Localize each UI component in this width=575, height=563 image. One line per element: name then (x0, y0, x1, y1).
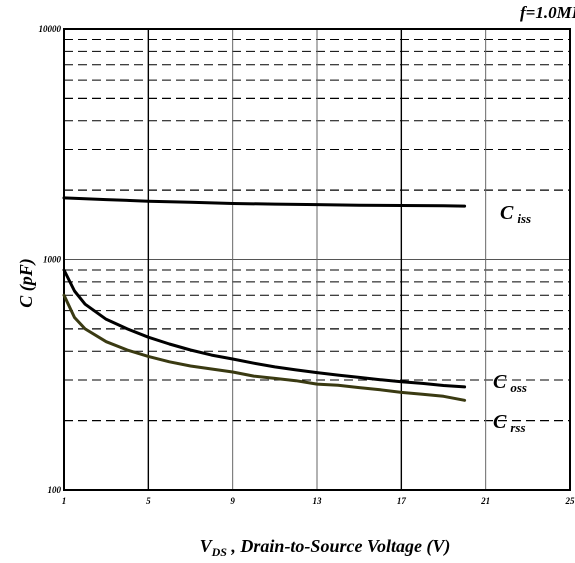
x-tick-label: 1 (62, 496, 67, 506)
frequency-annotation: f=1.0MHz (520, 3, 575, 22)
x-tick-label: 13 (313, 496, 323, 506)
series-line-c-rss (62, 293, 467, 402)
x-tick-label: 21 (480, 496, 490, 506)
plot-frame (63, 28, 571, 491)
series-label-coss-main: C (493, 371, 507, 393)
x-tick-label: 9 (230, 496, 235, 506)
y-tick-label: 1000 (43, 255, 62, 265)
plot-area: 1 5 9 13 17 21 25 100 1000 10000 (39, 24, 575, 506)
series-label-ciss-main: C (500, 202, 514, 224)
y-tick-label: 100 (48, 485, 62, 495)
series-label-coss-sub: oss (510, 380, 527, 395)
y-axis-title: C (pF) (16, 258, 37, 308)
x-axis-title-rest: , Drain-to-Source Voltage (V) (227, 536, 451, 557)
series-line-c-iss (62, 196, 467, 208)
y-tick-label: 10000 (39, 24, 62, 34)
x-axis-title-sub: DS (211, 545, 228, 559)
x-tick-label: 25 (565, 496, 575, 506)
x-tick-label: 17 (397, 496, 407, 506)
x-axis-title-v: V (200, 536, 214, 556)
x-tick-label: 5 (146, 496, 151, 506)
x-axis-title: VDS , Drain-to-Source Voltage (V) (200, 536, 451, 559)
series-label-ciss-sub: iss (517, 211, 531, 226)
series-label-crss-sub: rss (510, 420, 525, 435)
series-label-crss-main: C (493, 411, 507, 433)
series-line-c-oss (62, 268, 467, 389)
